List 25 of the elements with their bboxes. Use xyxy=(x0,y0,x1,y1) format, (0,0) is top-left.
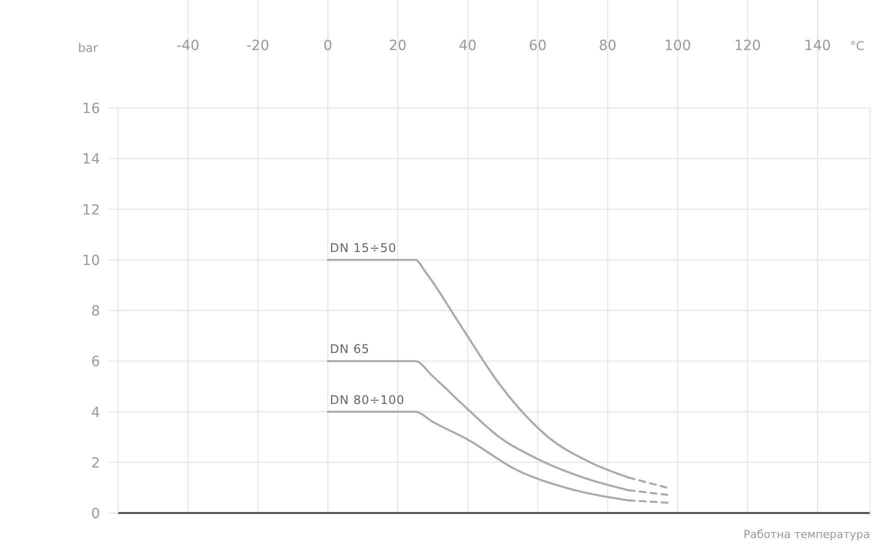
text: °C xyxy=(850,39,864,53)
x-tick-label: -20 xyxy=(246,38,270,54)
y-tick-label: 14 xyxy=(82,152,100,168)
x-tick-label: 20 xyxy=(388,38,407,54)
text: bar xyxy=(78,41,98,55)
y-tick-label: 4 xyxy=(91,404,100,421)
y-tick-label: 10 xyxy=(82,252,100,269)
x-axis-title: Работна температура xyxy=(743,528,870,541)
x-tick-label: 100 xyxy=(664,38,691,54)
y-tick-label: 2 xyxy=(91,455,100,472)
series-label: DN 80÷100 xyxy=(330,392,405,407)
x-tick-label: 80 xyxy=(598,38,617,54)
y-tick-label: 0 xyxy=(91,506,100,522)
y-tick-label: 12 xyxy=(82,202,100,218)
x-tick-label: 140 xyxy=(804,38,831,54)
series-label: DN 15÷50 xyxy=(330,240,396,255)
x-tick-label: 0 xyxy=(323,38,332,54)
x-tick-label: -40 xyxy=(176,38,200,54)
x-tick-label: 40 xyxy=(458,38,477,54)
x-tick-label: 60 xyxy=(528,38,547,54)
x-tick-label: 120 xyxy=(734,38,761,54)
y-tick-label: 6 xyxy=(91,354,100,370)
y-tick-label: 8 xyxy=(91,304,100,320)
series-label: DN 65 xyxy=(330,342,370,356)
y-tick-label: 16 xyxy=(82,101,100,117)
